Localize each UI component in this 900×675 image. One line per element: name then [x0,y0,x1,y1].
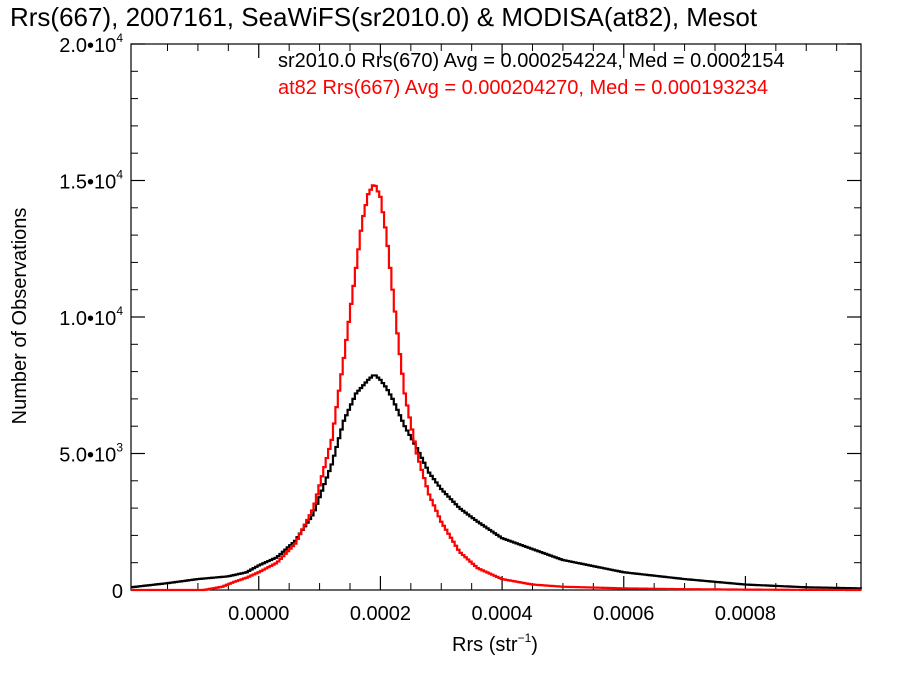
y-tick-label: 0 [112,581,123,603]
y-tick-label: 1.0•104 [59,304,123,330]
y-tick-label: 5.0•103 [59,441,123,467]
x-tick-label: 0.0008 [715,603,776,625]
y-tick-mantissa: 1.0•10 [59,308,116,330]
y-tick-label: 1.5•104 [59,168,123,194]
series-lines [131,184,863,592]
y-tick-exponent: 4 [116,168,123,182]
y-tick-mantissa: 2.0•10 [59,35,116,57]
y-tick-exponent: 4 [116,31,123,45]
series-line-0 [131,374,863,590]
y-axis-label: Number of Observations [9,208,31,425]
y-tick-mantissa: 0 [112,581,123,603]
legend-entry-at82: at82 Rrs(667) Avg = 0.000204270, Med = 0… [278,77,768,99]
y-tick-mantissa: 5.0•10 [59,445,116,467]
x-axis-label: Rrs (str−1) [452,631,538,656]
x-axis-label-sup: −1 [518,631,532,645]
y-tick-label: 2.0•104 [59,31,123,57]
series-line-1 [131,184,861,592]
x-tick-label: 0.0002 [350,603,411,625]
y-tick-exponent: 4 [116,304,123,318]
legend-entry-sr2010: sr2010.0 Rrs(670) Avg = 0.000254224, Med… [278,50,785,72]
y-tick-exponent: 3 [116,441,123,455]
x-axis-ticks: 0.0000 0.0002 0.0004 0.0006 0.0008 [167,44,838,625]
x-tick-label: 0.0004 [471,603,532,625]
x-axis-label-tail: ) [531,634,538,656]
x-tick-label: 0.0006 [593,603,654,625]
y-tick-mantissa: 1.5•10 [59,172,116,194]
x-axis-label-main: Rrs (str [452,634,518,656]
x-tick-label: 0.0000 [228,603,289,625]
chart-title: Rrs(667), 2007161, SeaWiFS(sr2010.0) & M… [10,2,758,32]
